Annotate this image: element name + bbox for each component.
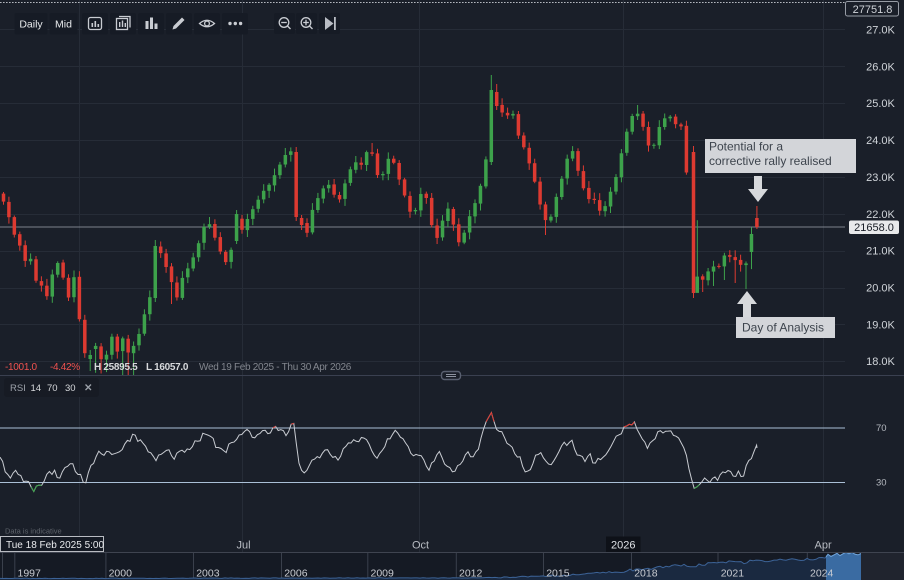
svg-text:25.0K: 25.0K	[866, 98, 895, 110]
svg-text:30: 30	[65, 383, 76, 394]
svg-text:Wed 19 Feb 2025 - Thu 30 Apr 2: Wed 19 Feb 2025 - Thu 30 Apr 2026	[199, 362, 352, 373]
svg-text:19.0K: 19.0K	[866, 319, 895, 331]
svg-text:1997: 1997	[18, 568, 42, 580]
svg-text:RSI: RSI	[10, 383, 26, 394]
svg-text:27751.8: 27751.8	[853, 4, 893, 16]
svg-text:Mid: Mid	[55, 19, 72, 31]
svg-text:70: 70	[47, 383, 58, 394]
svg-text:-4.42%: -4.42%	[50, 362, 80, 373]
svg-text:2000: 2000	[109, 568, 133, 580]
svg-text:2021: 2021	[721, 568, 745, 580]
svg-text:2006: 2006	[284, 568, 308, 580]
svg-text:-1001.0: -1001.0	[5, 362, 38, 373]
svg-text:2015: 2015	[546, 568, 570, 580]
svg-text:23.0K: 23.0K	[866, 172, 895, 184]
svg-text:H 25895.5: H 25895.5	[94, 362, 138, 373]
svg-text:Potential for a: Potential for a	[709, 140, 783, 154]
svg-text:2009: 2009	[371, 568, 395, 580]
svg-text:Oct: Oct	[412, 540, 429, 552]
svg-text:27.0K: 27.0K	[866, 25, 895, 37]
svg-text:14: 14	[31, 383, 42, 394]
svg-text:20.0K: 20.0K	[866, 283, 895, 295]
svg-text:2024: 2024	[810, 568, 834, 580]
svg-text:70: 70	[876, 423, 887, 434]
svg-text:2012: 2012	[459, 568, 483, 580]
svg-text:Apr: Apr	[815, 540, 832, 552]
svg-text:Daily: Daily	[19, 19, 43, 31]
svg-text:2018: 2018	[634, 568, 658, 580]
svg-text:Day of Analysis: Day of Analysis	[742, 321, 824, 335]
svg-text:21.0K: 21.0K	[866, 246, 895, 258]
svg-text:Data is indicative: Data is indicative	[5, 527, 62, 536]
svg-text:22.0K: 22.0K	[866, 209, 895, 221]
svg-text:L 16057.0: L 16057.0	[146, 362, 189, 373]
svg-text:30: 30	[876, 478, 887, 489]
svg-text:2026: 2026	[611, 540, 635, 552]
svg-text:21658.0: 21658.0	[854, 222, 894, 234]
svg-text:Tue 18 Feb 2025 5:00: Tue 18 Feb 2025 5:00	[6, 540, 104, 551]
svg-text:2003: 2003	[196, 568, 220, 580]
svg-text:26.0K: 26.0K	[866, 61, 895, 73]
svg-text:corrective rally realised: corrective rally realised	[709, 154, 832, 168]
svg-text:Jul: Jul	[237, 540, 251, 552]
svg-text:24.0K: 24.0K	[866, 135, 895, 147]
svg-text:18.0K: 18.0K	[866, 356, 895, 368]
